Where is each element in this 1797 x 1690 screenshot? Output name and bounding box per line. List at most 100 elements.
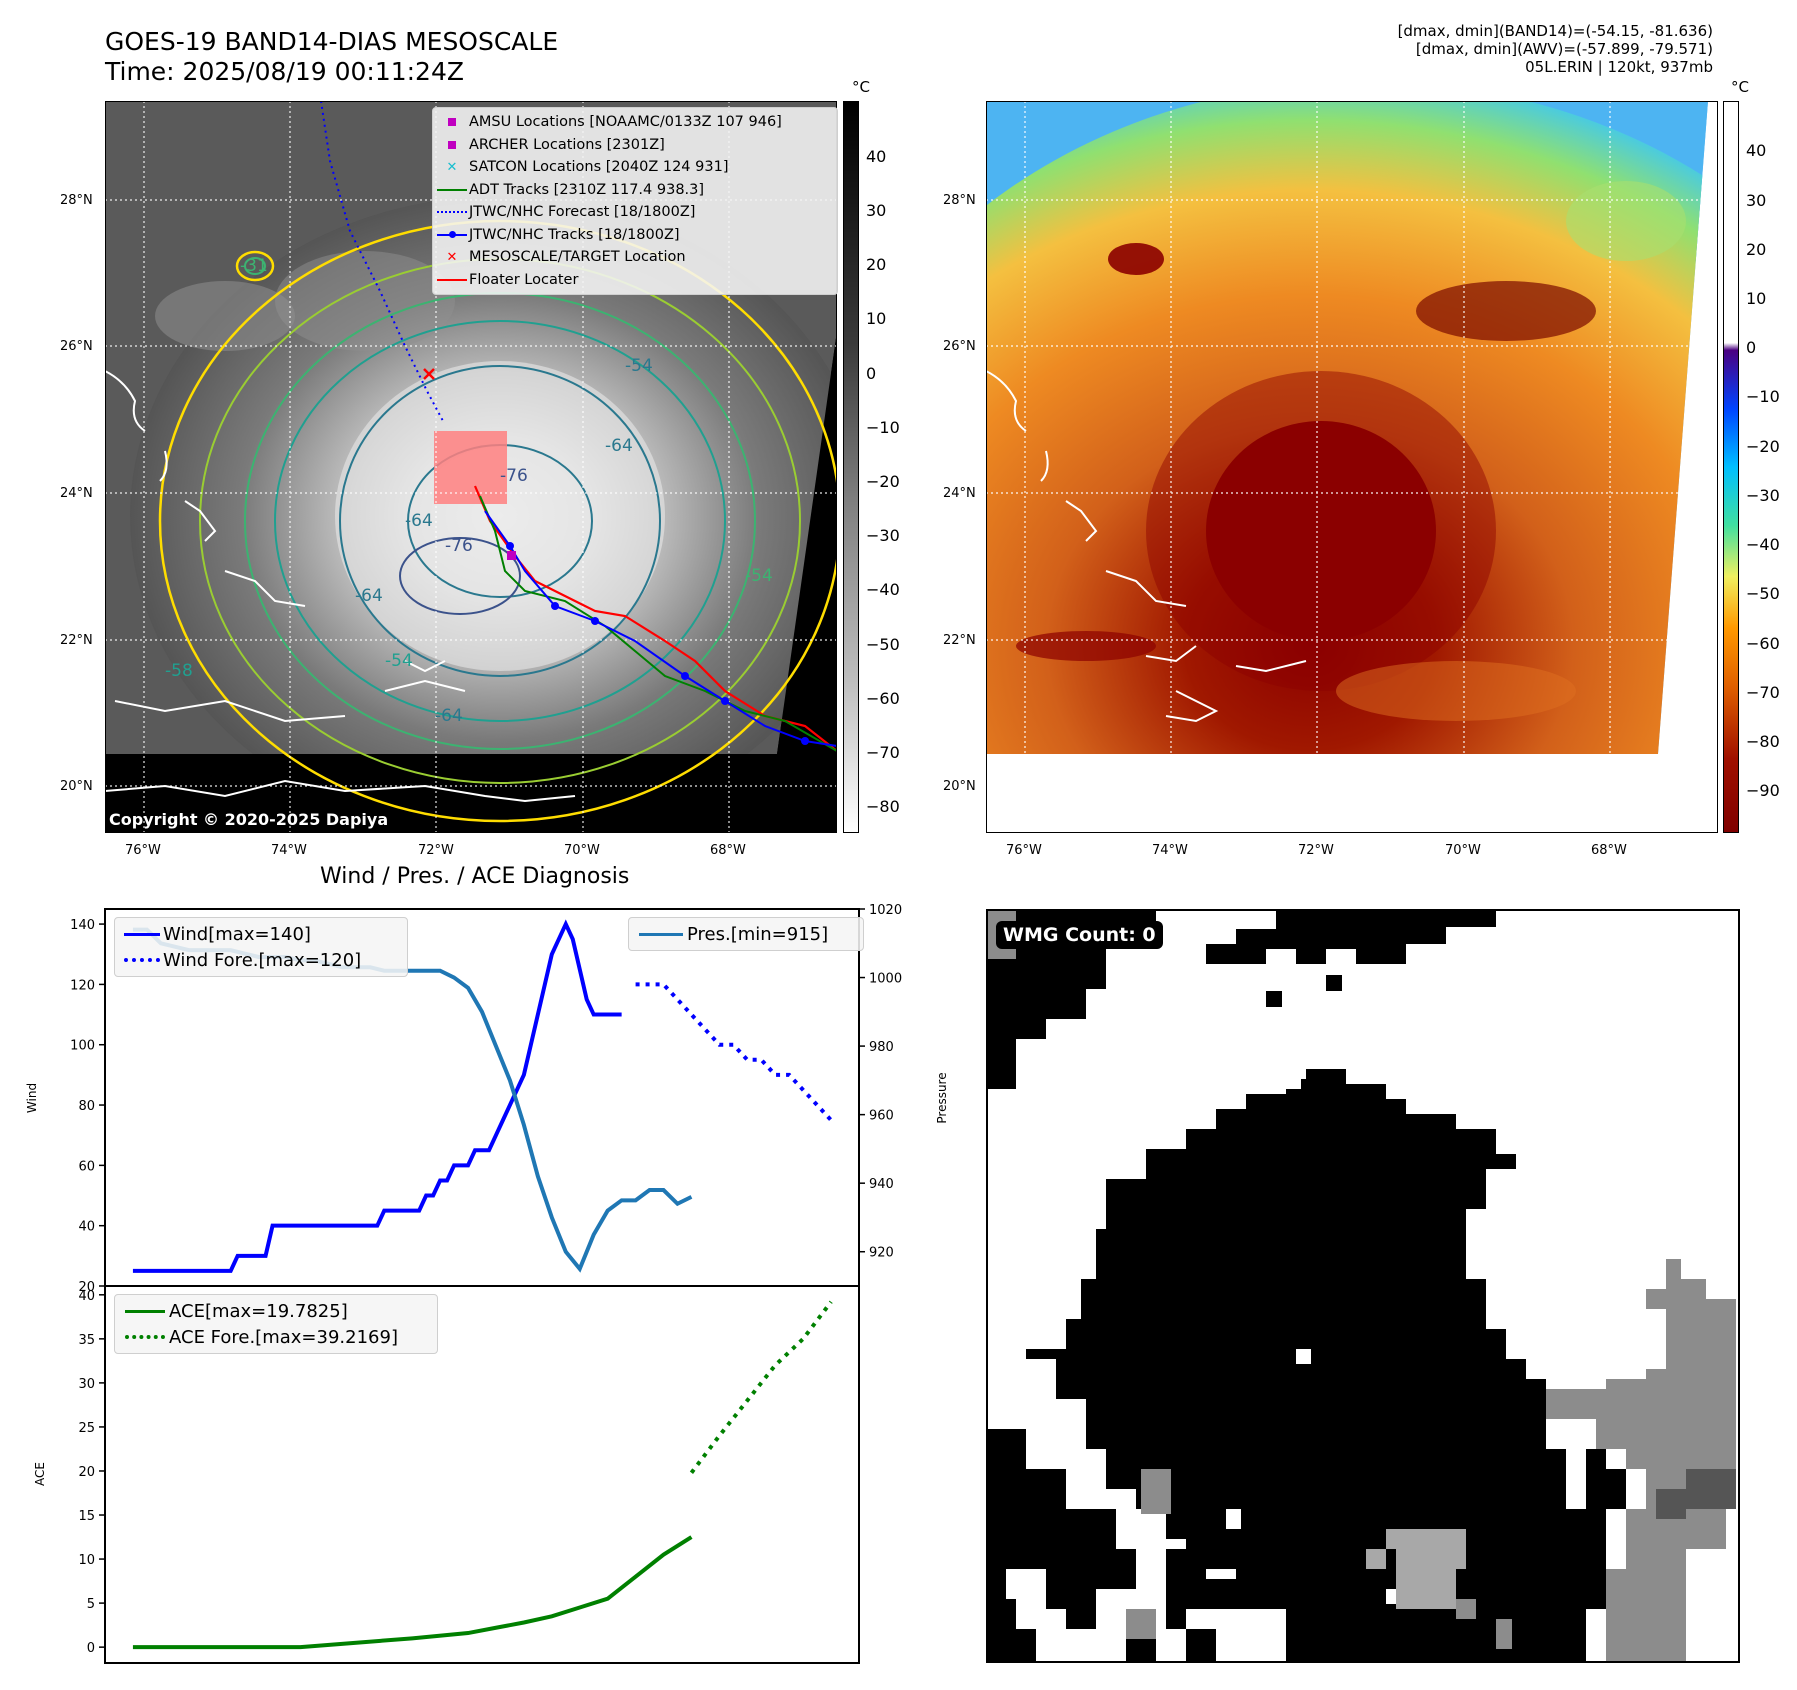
contour-label: -58 (165, 661, 193, 681)
dotted-line-icon (435, 201, 469, 223)
colorbar-tick: −30 (1746, 486, 1780, 505)
awv-colorbar (1723, 101, 1739, 833)
wmg-mask-panel (986, 909, 1740, 1663)
pressure-tick-label: 940 (869, 1177, 894, 1192)
square-marker-icon (435, 111, 469, 133)
meta-band14-range: [dmax, dmin](BAND14)=(-54.15, -81.636) (1397, 22, 1713, 40)
legend-item-archer: ARCHER Locations [2301Z] (435, 134, 835, 157)
contour-label: -54 (745, 566, 773, 586)
line-icon (435, 179, 469, 201)
pressure-tick-label: 1020 (869, 903, 902, 918)
colorbar-tick: 30 (1746, 191, 1767, 210)
diagnosis-title: Wind / Pres. / ACE Diagnosis (320, 864, 630, 889)
ace-series-group (132, 1300, 833, 1650)
contour-label: -54 (625, 356, 653, 376)
meta-awv-range: [dmax, dmin](AWV)=(-57.899, -79.571) (1415, 40, 1713, 58)
awv-map-svg (985, 100, 1719, 834)
wind-ylabel: Wind (25, 1083, 39, 1113)
pressure-right-axis: 1020 1000 980 960 940 920 (859, 903, 902, 1261)
title-line-2: Time: 2025/08/19 00:11:24Z (105, 57, 464, 86)
colorbar-tick: 30 (866, 201, 887, 220)
wind-tick-label: 100 (70, 1039, 95, 1054)
contour-label: -54 (385, 651, 413, 671)
contour-label: -76 (445, 536, 473, 556)
wind-tick-label: 40 (78, 1220, 95, 1235)
ir-colorbar (843, 101, 859, 833)
legend-item-wind-forecast: Wind Fore.[max=120] (121, 947, 401, 973)
ace-line (132, 1535, 693, 1650)
legend-item-satcon: ✕ SATCON Locations [2040Z 124 931] (435, 156, 835, 179)
line-icon (121, 1300, 169, 1322)
ace-tick-label: 30 (78, 1377, 95, 1392)
wind-forecast-line (635, 982, 833, 1122)
main-title: GOES-19 BAND14-DIAS MESOSCALE Time: 2025… (105, 27, 558, 87)
legend-item-target: ✕ MESOSCALE/TARGET Location (435, 246, 835, 269)
colorbar-tick: −70 (1746, 683, 1780, 702)
line-icon (635, 923, 687, 945)
wind-tick-label: 80 (78, 1099, 95, 1114)
ace-tick-label: 20 (78, 1465, 95, 1480)
awv-map-panel (985, 100, 1719, 834)
pressure-line (132, 927, 693, 1273)
dotted-line-icon (121, 949, 163, 971)
colorbar-tick: −20 (866, 472, 900, 491)
ace-axis: 40 35 30 25 20 15 10 5 0 (78, 1289, 105, 1656)
contour-label: -64 (405, 511, 433, 531)
ace-tick-label: 40 (78, 1289, 95, 1304)
contour-label: -76 (500, 466, 528, 486)
pressure-tick-label: 960 (869, 1109, 894, 1124)
colorbar-tick: 0 (866, 364, 877, 383)
wmg-count-badge: WMG Count: 0 (996, 921, 1163, 949)
contour-label: -64 (435, 706, 463, 726)
line-icon (435, 269, 469, 291)
ir-colorbar-ticks: 40 30 20 10 0 −10 −20 −30 −40 −50 −60 −7… (866, 101, 926, 833)
ace-tick-label: 25 (78, 1421, 95, 1436)
legend-item-ace-forecast: ACE Fore.[max=39.2169] (121, 1324, 431, 1350)
wmg-mask-black (986, 909, 1626, 1663)
colorbar-tick: −50 (1746, 584, 1780, 603)
colorbar-tick: 10 (1746, 289, 1767, 308)
contour-label: -64 (605, 436, 633, 456)
awv-colorbar-unit: °C (1731, 78, 1749, 96)
ace-tick-label: 15 (78, 1509, 95, 1524)
contour-label: -31 (240, 256, 268, 276)
line-dot-icon (435, 224, 469, 246)
colorbar-tick: −70 (866, 743, 900, 762)
ace-tick-label: 10 (78, 1553, 95, 1568)
pressure-tick-label: 980 (869, 1040, 894, 1055)
x-marker-icon: ✕ (446, 159, 458, 175)
legend-item-tracks: JTWC/NHC Tracks [18/1800Z] (435, 224, 835, 247)
ace-plot-frame (104, 1285, 860, 1664)
legend-item-amsu: AMSU Locations [NOAAMC/0133Z 107 946] (435, 111, 835, 134)
legend-item-wind: Wind[max=140] (121, 921, 401, 947)
colorbar-tick: −80 (866, 797, 900, 816)
pressure-ylabel: Pressure (935, 1072, 949, 1123)
ace-forecast-line (689, 1300, 833, 1474)
x-marker-icon: ✕ (446, 249, 458, 265)
pressure-tick-label: 920 (869, 1246, 894, 1261)
colorbar-tick: −30 (866, 526, 900, 545)
colorbar-tick: −60 (866, 689, 900, 708)
legend-item-ace: ACE[max=19.7825] (121, 1298, 431, 1324)
colorbar-tick: −40 (1746, 535, 1780, 554)
colorbar-tick: −80 (1746, 732, 1780, 751)
wind-tick-label: 60 (78, 1159, 95, 1174)
legend-item-forecast: JTWC/NHC Forecast [18/1800Z] (435, 201, 835, 224)
legend-item-pressure: Pres.[min=915] (635, 921, 857, 947)
colorbar-tick: 0 (1746, 338, 1757, 357)
colorbar-tick: −90 (1746, 781, 1780, 800)
ir-map-panel: -31 -64 -76 -64 -54 -64 -54 -58 -54 -64 … (104, 100, 838, 834)
colorbar-tick: −10 (866, 418, 900, 437)
colorbar-tick: 40 (866, 147, 887, 166)
colorbar-tick: 20 (1746, 240, 1767, 259)
map-legend: AMSU Locations [NOAAMC/0133Z 107 946] AR… (432, 107, 838, 295)
colorbar-tick: −40 (866, 580, 900, 599)
ace-tick-label: 0 (87, 1641, 95, 1656)
legend-item-adt: ADT Tracks [2310Z 117.4 938.3] (435, 179, 835, 202)
contour-label: -64 (355, 586, 383, 606)
legend-item-floater: Floater Locater (435, 269, 835, 292)
wind-left-axis: 140 120 100 80 60 40 20 (70, 918, 105, 1295)
ace-tick-label: 35 (78, 1333, 95, 1348)
wind-legend: Wind[max=140] Wind Fore.[max=120] (114, 917, 408, 977)
